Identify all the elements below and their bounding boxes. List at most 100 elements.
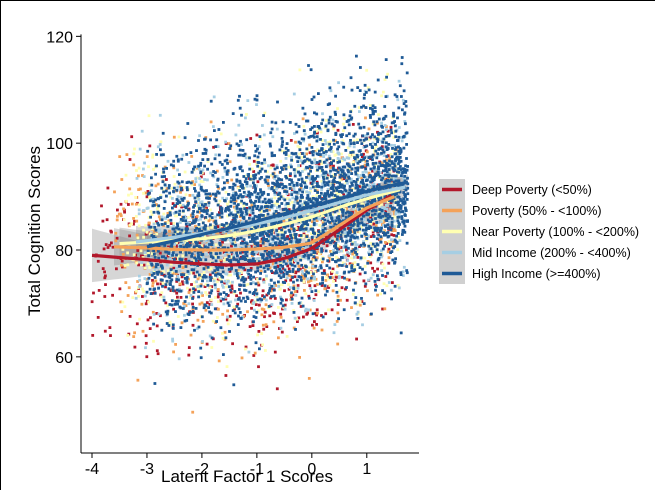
data-point	[123, 210, 126, 214]
data-point	[324, 124, 328, 128]
data-point	[185, 276, 189, 279]
data-point	[313, 181, 316, 184]
data-point	[360, 142, 364, 145]
data-point	[352, 134, 356, 138]
data-point	[237, 123, 241, 127]
data-point	[262, 280, 266, 284]
data-point	[378, 208, 382, 211]
data-point	[239, 165, 243, 169]
data-point	[316, 311, 319, 315]
data-point	[328, 284, 332, 287]
data-point	[333, 228, 337, 232]
data-point	[143, 251, 147, 255]
data-point	[348, 252, 352, 255]
data-point	[271, 164, 275, 167]
data-point	[185, 181, 189, 184]
data-point	[281, 195, 285, 199]
data-point	[184, 193, 188, 197]
data-point	[213, 277, 217, 281]
data-point	[210, 243, 214, 246]
data-point	[262, 253, 265, 256]
data-point	[175, 291, 179, 295]
data-point	[249, 177, 252, 181]
data-point	[172, 307, 175, 311]
data-point	[399, 170, 403, 174]
data-point	[347, 227, 350, 230]
data-point	[355, 198, 358, 202]
data-point	[279, 269, 282, 273]
data-point	[200, 244, 204, 248]
data-point	[292, 206, 296, 210]
data-point	[290, 183, 293, 187]
data-point	[197, 204, 200, 208]
data-point	[241, 153, 245, 157]
data-point	[167, 275, 171, 279]
data-point	[234, 191, 238, 195]
data-point	[343, 158, 347, 162]
data-point	[158, 143, 162, 146]
data-point	[341, 219, 345, 223]
data-point	[221, 332, 224, 335]
data-point	[220, 280, 223, 284]
data-point	[264, 264, 268, 268]
data-point	[316, 191, 319, 194]
data-point	[186, 208, 190, 212]
data-point	[124, 281, 128, 284]
data-point	[176, 302, 179, 306]
data-point	[302, 232, 306, 236]
data-point	[200, 301, 204, 305]
data-point	[133, 219, 136, 223]
data-point	[320, 314, 323, 317]
data-point	[339, 209, 342, 213]
data-point	[290, 302, 294, 305]
data-point	[371, 158, 374, 162]
data-point	[313, 237, 317, 241]
data-point	[103, 270, 106, 274]
data-point	[290, 252, 294, 256]
data-point	[163, 231, 166, 235]
data-point	[195, 204, 199, 208]
data-point	[159, 140, 163, 144]
data-point	[244, 283, 248, 287]
data-point	[156, 282, 159, 286]
data-point	[274, 231, 278, 234]
data-point	[173, 243, 176, 246]
data-point	[370, 218, 374, 222]
data-point	[202, 270, 206, 274]
data-point	[192, 271, 195, 275]
data-point	[149, 242, 152, 246]
data-point	[380, 202, 383, 206]
data-point	[320, 271, 324, 275]
data-point	[333, 222, 337, 226]
data-point	[384, 216, 387, 220]
data-point	[369, 235, 373, 238]
data-point	[356, 201, 360, 205]
data-point	[320, 173, 324, 177]
data-point	[356, 86, 360, 89]
data-point	[176, 199, 180, 203]
data-point	[387, 179, 391, 183]
data-point	[180, 157, 184, 161]
data-point	[345, 156, 349, 160]
data-point	[316, 168, 319, 172]
data-point	[254, 282, 258, 286]
data-point	[216, 145, 220, 148]
data-point	[302, 315, 305, 319]
data-point	[203, 276, 207, 280]
data-point	[370, 202, 374, 206]
data-point	[238, 215, 242, 219]
data-point	[176, 233, 180, 236]
data-point	[246, 194, 250, 197]
data-point	[142, 235, 145, 239]
data-point	[355, 303, 359, 306]
data-point	[186, 203, 190, 207]
data-point	[267, 264, 270, 267]
data-point	[162, 167, 165, 171]
data-point	[138, 317, 141, 321]
data-point	[333, 194, 337, 197]
data-point	[176, 158, 180, 162]
data-point	[230, 284, 234, 288]
data-point	[313, 320, 316, 323]
data-point	[371, 169, 374, 173]
data-point	[180, 258, 184, 261]
